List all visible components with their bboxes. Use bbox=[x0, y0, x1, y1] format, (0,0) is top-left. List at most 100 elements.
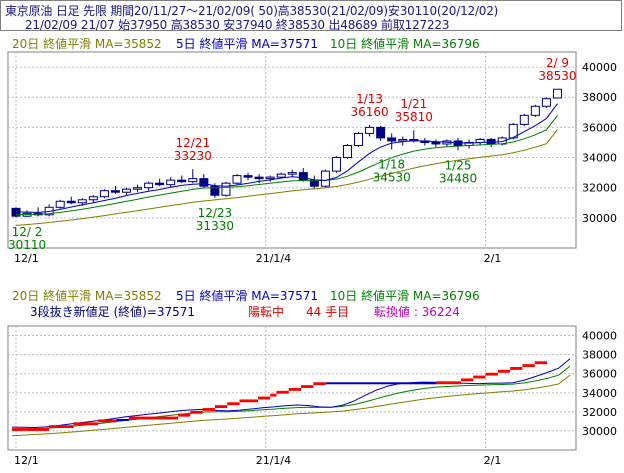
kagi-brick bbox=[12, 428, 49, 431]
kagi-brick bbox=[128, 416, 179, 420]
candle-body bbox=[287, 172, 297, 175]
candle-body bbox=[243, 175, 253, 178]
lower-x-tick-label: 21/1/4 bbox=[256, 454, 291, 467]
ma5-line bbox=[15, 103, 558, 213]
kagi-brick bbox=[258, 396, 271, 400]
kagi-brick bbox=[313, 382, 326, 386]
annotation-price: 31330 bbox=[196, 219, 234, 233]
candle-body bbox=[530, 105, 540, 116]
lower-ma10-label: 10日 終値平滑 MA=36796 bbox=[330, 288, 480, 303]
kagi-brick bbox=[202, 408, 215, 411]
upper-y-tick-label: 38000 bbox=[582, 91, 617, 104]
candle-body bbox=[55, 200, 65, 208]
candle-body bbox=[177, 179, 187, 183]
candle-body bbox=[387, 137, 397, 142]
candle-body bbox=[155, 182, 165, 186]
candle-body bbox=[552, 88, 562, 99]
reversal-value-label: 転換値 : 36224 bbox=[374, 304, 460, 319]
candle-body bbox=[320, 170, 330, 187]
candle-body bbox=[343, 144, 352, 159]
annotation-price: 36160 bbox=[351, 105, 389, 119]
lower-ma5-label: 5日 終値平滑 MA=37571 bbox=[176, 288, 318, 303]
candle-body bbox=[122, 188, 131, 193]
candle-body bbox=[365, 126, 375, 134]
annotation-price: 34530 bbox=[373, 171, 411, 185]
upper-ma20-label: 20日 終値平滑 MA=35852 bbox=[12, 36, 162, 51]
annotation-date: 1/25 bbox=[445, 158, 472, 172]
upper-ma10-label: 10日 終値平滑 MA=36796 bbox=[330, 36, 480, 51]
ma10-line bbox=[15, 115, 558, 216]
kagi-brick bbox=[214, 405, 228, 409]
candle-body bbox=[265, 176, 275, 180]
kagi-brick bbox=[98, 419, 117, 423]
kagi-brick bbox=[522, 364, 535, 368]
kagi-brick bbox=[73, 422, 99, 426]
kagi-brick bbox=[497, 369, 511, 373]
candle-body bbox=[232, 175, 242, 184]
kagi-brick bbox=[473, 375, 486, 379]
candle-body bbox=[77, 199, 87, 204]
lower-y-tick-label: 30000 bbox=[582, 425, 617, 438]
annotation-date: 12/21 bbox=[176, 136, 211, 150]
kagi-plot bbox=[11, 358, 571, 437]
candle-body bbox=[475, 138, 485, 143]
candle-body bbox=[541, 98, 551, 107]
annotation-price: 38530 bbox=[538, 69, 576, 83]
upper-x-tick-label: 2/1 bbox=[484, 252, 502, 265]
candle-body bbox=[188, 178, 198, 183]
kagi-brick bbox=[276, 390, 289, 394]
candle-body bbox=[166, 179, 176, 186]
kagi-brick bbox=[510, 367, 523, 370]
lower-y-tick-label: 36000 bbox=[582, 368, 617, 381]
annotation-date: 1/18 bbox=[378, 158, 405, 172]
candle-body bbox=[431, 141, 441, 145]
lower-y-tick-label: 34000 bbox=[582, 387, 617, 400]
kagi-brick bbox=[301, 385, 314, 388]
lower-y-tick-label: 38000 bbox=[582, 349, 617, 362]
candle-body bbox=[354, 132, 364, 146]
candle-body bbox=[254, 176, 264, 180]
upper-y-tick-label: 34000 bbox=[582, 152, 617, 165]
candle-body bbox=[199, 178, 209, 187]
ma20-line bbox=[15, 129, 558, 226]
kagi-brick bbox=[325, 382, 437, 385]
kagi-brick bbox=[288, 388, 302, 391]
upper-ma5-label: 5日 終値平滑 MA=37571 bbox=[176, 36, 318, 51]
lower-x-tick-label: 2/1 bbox=[484, 454, 502, 467]
kagi-brick bbox=[239, 399, 258, 403]
kagi-brick bbox=[227, 402, 240, 406]
annotation-date: 12/23 bbox=[198, 206, 233, 220]
lower-ma10-line bbox=[11, 365, 571, 430]
kagi-brick bbox=[485, 372, 498, 376]
kagi-brick bbox=[116, 419, 129, 421]
kagi-brick bbox=[534, 361, 548, 365]
lower-ma20-line bbox=[11, 374, 571, 437]
candle-body bbox=[221, 182, 231, 196]
annotation-date: 1/13 bbox=[356, 92, 383, 106]
kagi-brick bbox=[48, 425, 74, 429]
upper-y-tick-label: 32000 bbox=[582, 182, 617, 195]
header-ohlc-line: 21/02/09 21/07 始37950 高38530 安37940 終385… bbox=[25, 18, 450, 32]
step-count-label: 44 手目 bbox=[306, 305, 349, 319]
upper-y-tick-label: 30000 bbox=[582, 212, 617, 225]
annotation-date: 2/ 9 bbox=[546, 56, 569, 70]
header-period-line: 東京原油 日足 先限 期間20/11/27～21/02/09( 50)高3853… bbox=[5, 4, 499, 18]
kagi-brick bbox=[178, 413, 191, 417]
upper-y-tick-label: 36000 bbox=[582, 121, 617, 134]
candle-body bbox=[276, 173, 286, 178]
annotation-price: 35810 bbox=[395, 110, 433, 124]
annotation-price: 30110 bbox=[8, 238, 46, 252]
kagi-brick bbox=[460, 378, 474, 382]
upper-x-tick-label: 21/1/4 bbox=[256, 252, 291, 265]
kagi-brick bbox=[270, 393, 277, 397]
upper-x-tick-label: 12/1 bbox=[14, 252, 39, 265]
lower-x-tick-label: 12/1 bbox=[14, 454, 39, 467]
candle-body bbox=[210, 185, 220, 196]
candle-body bbox=[99, 190, 109, 198]
candle-body bbox=[298, 172, 308, 181]
candle-body bbox=[398, 138, 408, 142]
upper-panel-frame bbox=[7, 51, 577, 249]
candle-body bbox=[66, 200, 76, 204]
